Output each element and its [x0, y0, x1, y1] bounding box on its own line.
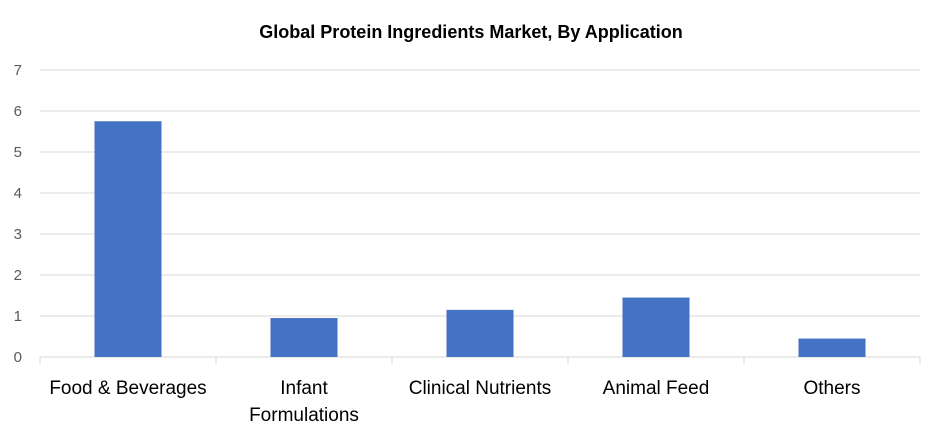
x-tick-label: Formulations: [249, 405, 359, 426]
x-tick-label: Infant: [280, 378, 328, 399]
y-tick-label: 5: [14, 144, 22, 161]
bar: [270, 318, 338, 357]
y-tick-label: 2: [14, 267, 22, 284]
x-axis-ticks: Food & Beverages Infant Formulations Clinic…: [49, 378, 860, 426]
x-tick-label: Others: [803, 378, 860, 399]
x-tick-label: Animal Feed: [603, 378, 710, 399]
x-tick-label: Food & Beverages: [49, 378, 206, 399]
bars: [94, 121, 866, 357]
y-tick-label: 1: [14, 308, 22, 325]
y-tick-label: 6: [14, 103, 22, 120]
y-tick-label: 4: [14, 185, 22, 202]
y-tick-label: 0: [14, 349, 22, 366]
chart-title: Global Protein Ingredients Market, By Ap…: [259, 22, 682, 42]
bar: [94, 121, 162, 357]
y-tick-label: 7: [14, 62, 22, 79]
x-tick-label: Clinical Nutrients: [409, 378, 552, 399]
gridlines: [39, 69, 921, 364]
bar: [798, 338, 866, 357]
bar: [622, 297, 690, 357]
bar: [446, 309, 514, 357]
y-axis-ticks: 0 1 2 3 4 5 6 7: [14, 62, 22, 366]
y-tick-label: 3: [14, 226, 22, 243]
